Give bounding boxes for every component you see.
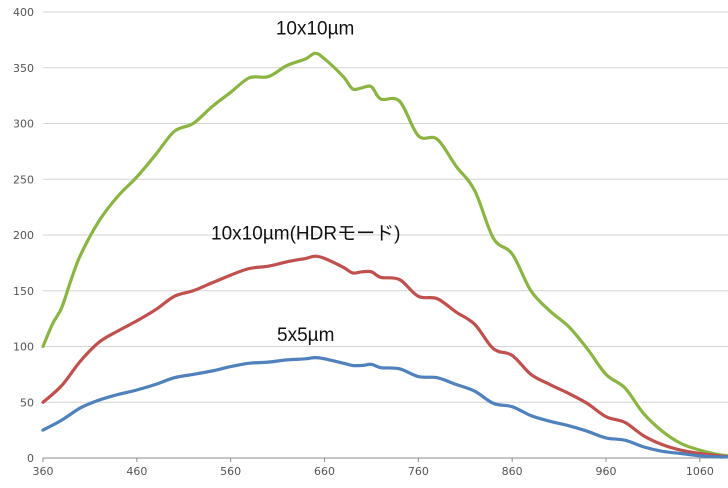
series-annotations: 10x10µm 10x10µm(HDRモード) 5x5µm xyxy=(211,18,400,346)
x-tick-label: 960 xyxy=(596,465,617,478)
y-axis-tick-labels: 0 50 100 150 200 250 300 350 400 xyxy=(13,6,34,465)
y-tick-label: 0 xyxy=(27,452,34,465)
y-tick-label: 150 xyxy=(13,285,34,298)
series-line-10x10um xyxy=(41,51,728,458)
y-tick-label: 250 xyxy=(13,173,34,186)
y-tick-label: 300 xyxy=(13,118,34,131)
x-tick-label: 1060 xyxy=(686,465,714,478)
x-tick-label: 460 xyxy=(126,465,147,478)
gridlines xyxy=(43,11,728,459)
x-tick-label: 360 xyxy=(33,465,54,478)
x-tick-label: 760 xyxy=(408,465,429,478)
y-tick-label: 400 xyxy=(13,6,34,19)
y-tick-label: 350 xyxy=(13,62,34,75)
x-tick-label: 660 xyxy=(314,465,335,478)
x-tick-label: 560 xyxy=(220,465,241,478)
series-line-10x10um-hdr xyxy=(41,254,728,459)
annotation-5x5um: 5x5µm xyxy=(277,325,334,346)
series-line-5x5um xyxy=(41,356,728,459)
y-tick-label: 50 xyxy=(20,396,34,409)
annotation-10x10um: 10x10µm xyxy=(276,18,355,39)
y-tick-label: 100 xyxy=(13,341,34,354)
annotation-10x10um-hdr: 10x10µm(HDRモード) xyxy=(211,223,400,244)
x-tick-label: 860 xyxy=(502,465,523,478)
x-axis-tick-labels: 360 460 560 660 760 860 960 1060 xyxy=(33,458,714,478)
series-lines xyxy=(41,51,728,459)
y-tick-label: 200 xyxy=(13,229,34,242)
